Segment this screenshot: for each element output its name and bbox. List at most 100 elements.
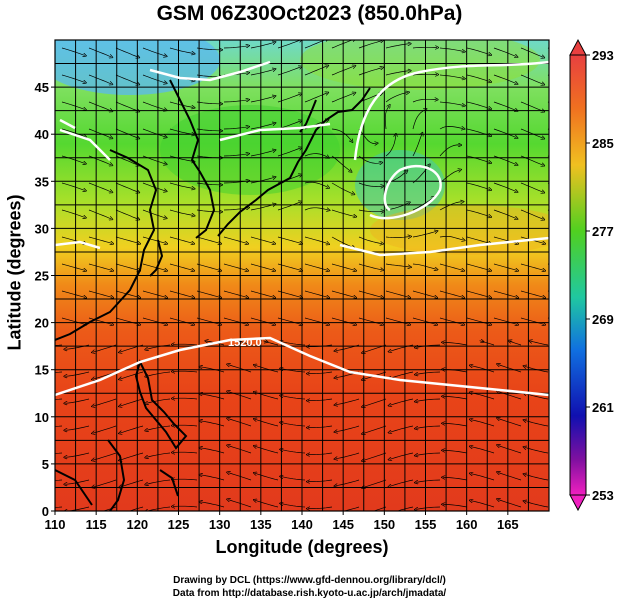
x-tick-label: 145: [332, 517, 354, 532]
streamline: [88, 101, 111, 111]
streamline: [390, 425, 414, 432]
y-tick-label: 20: [35, 316, 49, 331]
streamline: [520, 101, 543, 111]
streamline: [120, 398, 144, 406]
streamline: [493, 128, 516, 138]
streamline: [390, 479, 414, 486]
streamline: [443, 477, 468, 481]
coastline: [55, 79, 371, 511]
streamline: [443, 423, 468, 427]
streamline: [336, 506, 360, 511]
streamline: [520, 74, 543, 84]
streamline: [304, 317, 328, 324]
y-tick-label: 0: [42, 504, 49, 519]
streamline: [416, 398, 441, 401]
streamline: [412, 317, 436, 324]
streamline: [93, 425, 117, 433]
streamline: [120, 371, 144, 379]
streamline: [115, 101, 138, 111]
streamline: [358, 210, 383, 212]
streamline: [308, 426, 333, 428]
streamline: [385, 93, 408, 103]
streamline: [142, 263, 166, 270]
streamline: [547, 74, 549, 76]
streamline: [228, 446, 252, 454]
y-tick-label: 30: [35, 221, 49, 236]
streamline: [250, 150, 274, 157]
streamline: [55, 506, 63, 508]
streamline: [223, 290, 247, 297]
streamline: [358, 68, 382, 76]
streamline: [173, 425, 198, 426]
streamline: [93, 479, 117, 487]
streamline: [493, 263, 517, 270]
streamline: [115, 236, 139, 243]
streamline: [479, 341, 495, 346]
chart-title: GSM 06Z30Oct2023 (850.0hPa): [156, 2, 463, 25]
streamline: [55, 425, 63, 427]
streamline: [250, 290, 274, 297]
streamline: [55, 398, 63, 400]
streamline: [255, 500, 279, 508]
streamline: [120, 425, 144, 433]
y-tick-label: 15: [35, 363, 49, 378]
streamline: [196, 236, 220, 243]
streamline: [308, 507, 333, 509]
x-tick-label: 125: [168, 517, 190, 532]
streamline: [142, 290, 166, 297]
streamline: [331, 155, 351, 171]
streamline: [547, 290, 549, 292]
streamline: [363, 452, 387, 461]
height-contours: [55, 60, 549, 397]
streamline: [61, 317, 85, 324]
streamline: [358, 128, 377, 144]
x-tick-label: 115: [86, 517, 107, 532]
x-tick-label: 160: [456, 517, 478, 532]
streamline: [493, 317, 517, 324]
streamline: [173, 344, 198, 345]
streamline: [281, 396, 306, 400]
streamline: [169, 236, 193, 243]
streamline: [61, 101, 85, 109]
streamline: [358, 182, 383, 187]
streamline: [88, 236, 112, 243]
contour-label: 1520.0: [228, 337, 262, 349]
y-tick-label: 25: [35, 269, 49, 284]
streamline: [520, 317, 544, 324]
streamline: [142, 317, 166, 324]
streamline: [385, 263, 410, 267]
streamline: [439, 101, 464, 106]
streamline: [304, 153, 328, 158]
streamline: [115, 128, 138, 138]
streamline: [61, 209, 85, 217]
streamline: [93, 398, 117, 406]
streamline: [61, 290, 85, 297]
streamline: [384, 106, 389, 130]
streamline: [385, 135, 396, 157]
x-axis-label: Longitude (degrees): [215, 537, 389, 557]
streamline: [169, 182, 193, 189]
streamline: [263, 341, 279, 346]
colorbar-tick-label: 285: [592, 136, 614, 151]
streamline: [304, 236, 328, 244]
streamline: [439, 126, 463, 129]
streamline: [471, 474, 495, 481]
streamline: [115, 182, 138, 192]
streamline: [88, 47, 111, 57]
streamline: [223, 154, 248, 157]
streamline: [281, 450, 306, 454]
streamline: [466, 236, 490, 243]
streamline: [439, 170, 460, 184]
streamline: [115, 263, 139, 270]
streamline: [498, 500, 522, 508]
credit-line-1: Drawing by DCL (https://www.gfd-dennou.o…: [173, 575, 446, 586]
x-tick-label: 150: [373, 517, 395, 532]
streamline: [304, 207, 328, 210]
streamline: [250, 236, 274, 243]
streamline: [223, 236, 247, 243]
y-tick-label: 5: [42, 457, 49, 472]
streamline: [308, 372, 333, 374]
streamline: [65, 425, 90, 430]
colorbar-tick-label: 269: [592, 312, 614, 327]
streamline: [466, 182, 490, 190]
